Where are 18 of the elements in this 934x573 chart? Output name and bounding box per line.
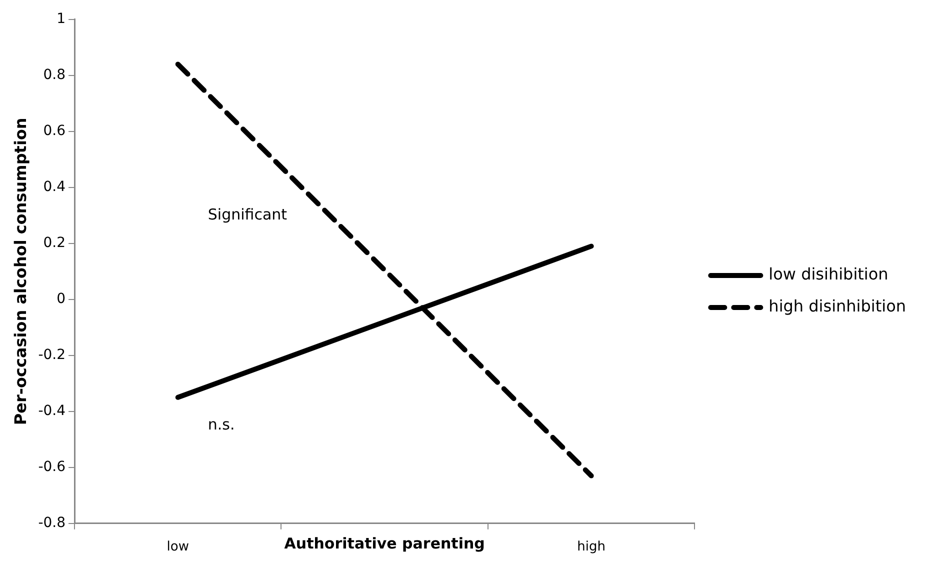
y-tick-label: 0.4 bbox=[43, 179, 66, 196]
y-tick-label: 0.8 bbox=[43, 67, 66, 84]
y-tick-label: 0.6 bbox=[43, 123, 66, 140]
x-tick-label: low bbox=[166, 540, 190, 555]
annotation: Significant bbox=[208, 205, 288, 224]
x-tick-label: high bbox=[577, 540, 606, 555]
y-tick-label: -0.4 bbox=[38, 403, 66, 420]
y-tick-label: 1 bbox=[56, 11, 66, 28]
y-tick-label: 0.2 bbox=[43, 235, 66, 252]
y-tick-label: -0.8 bbox=[38, 515, 66, 532]
y-tick-label: -0.6 bbox=[38, 459, 66, 476]
annotation: n.s. bbox=[208, 415, 235, 434]
legend-label: high disinhibition bbox=[768, 296, 906, 316]
y-axis-title: Per-occasion alcohol consumption bbox=[10, 118, 30, 426]
y-tick-label: 0 bbox=[56, 291, 66, 308]
legend-label: low disihibition bbox=[768, 264, 888, 284]
y-tick-label: -0.2 bbox=[38, 347, 66, 364]
x-axis-title: Authoritative parenting bbox=[284, 534, 485, 552]
